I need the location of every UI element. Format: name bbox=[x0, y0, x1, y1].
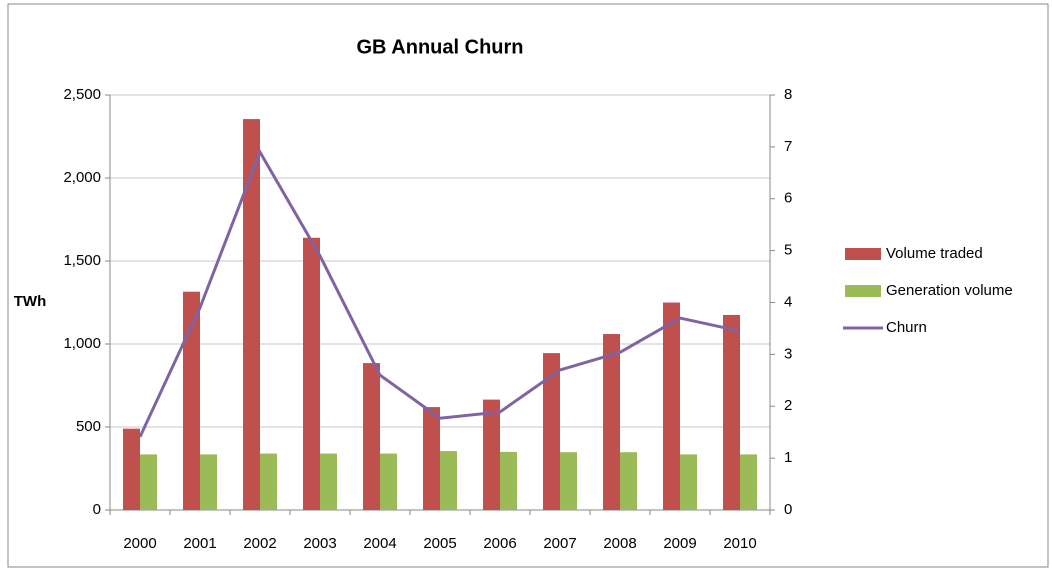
bar bbox=[243, 119, 260, 510]
bar bbox=[200, 454, 217, 510]
legend-swatch bbox=[845, 285, 881, 297]
line bbox=[138, 148, 741, 438]
bar bbox=[603, 334, 620, 510]
bar bbox=[663, 302, 680, 510]
bar bbox=[680, 454, 697, 510]
bar bbox=[620, 452, 637, 510]
legend-swatch bbox=[845, 248, 881, 260]
bar bbox=[500, 451, 517, 510]
bar bbox=[423, 407, 440, 510]
bar bbox=[543, 353, 560, 510]
y2-tick-label: 5 bbox=[784, 242, 792, 259]
bar bbox=[140, 454, 157, 510]
y-tick-label: 1,000 bbox=[63, 335, 101, 352]
bar bbox=[260, 453, 277, 510]
y-axis-label: TWh bbox=[14, 293, 46, 310]
bar bbox=[560, 452, 577, 510]
bar bbox=[723, 314, 740, 510]
x-tick-label: 2002 bbox=[243, 535, 276, 552]
y2-tick-label: 8 bbox=[784, 86, 792, 103]
x-tick-label: 2003 bbox=[303, 535, 336, 552]
x-tick-label: 2010 bbox=[723, 535, 756, 552]
legend-label: Generation volume bbox=[886, 282, 1013, 299]
x-tick-label: 2001 bbox=[183, 535, 216, 552]
bar bbox=[483, 399, 500, 510]
x-tick-label: 2008 bbox=[603, 535, 636, 552]
y2-tick-label: 2 bbox=[784, 397, 792, 414]
bar bbox=[123, 428, 140, 510]
y-tick-label: 2,000 bbox=[63, 169, 101, 186]
legend-label: Churn bbox=[886, 319, 927, 336]
y2-tick-label: 0 bbox=[784, 501, 792, 518]
y2-tick-label: 4 bbox=[784, 293, 792, 310]
bar bbox=[440, 451, 457, 510]
bar bbox=[380, 453, 397, 510]
chart-title: GB Annual Churn bbox=[356, 36, 523, 58]
bar bbox=[740, 454, 757, 510]
bar bbox=[303, 237, 320, 510]
bar bbox=[320, 453, 337, 510]
y-tick-label: 0 bbox=[93, 501, 101, 518]
y2-tick-label: 3 bbox=[784, 345, 792, 362]
x-tick-label: 2007 bbox=[543, 535, 576, 552]
bar bbox=[363, 363, 380, 510]
x-tick-label: 2005 bbox=[423, 535, 456, 552]
y-tick-label: 2,500 bbox=[63, 86, 101, 103]
legend-label: Volume traded bbox=[886, 245, 983, 262]
y-tick-label: 1,500 bbox=[63, 252, 101, 269]
y2-tick-label: 7 bbox=[784, 138, 792, 155]
x-tick-label: 2000 bbox=[123, 535, 156, 552]
x-tick-label: 2009 bbox=[663, 535, 696, 552]
x-tick-label: 2006 bbox=[483, 535, 516, 552]
y2-tick-label: 1 bbox=[784, 449, 792, 466]
y-tick-label: 500 bbox=[76, 418, 101, 435]
x-tick-label: 2004 bbox=[363, 535, 396, 552]
y2-tick-label: 6 bbox=[784, 190, 792, 207]
bar bbox=[183, 291, 200, 510]
